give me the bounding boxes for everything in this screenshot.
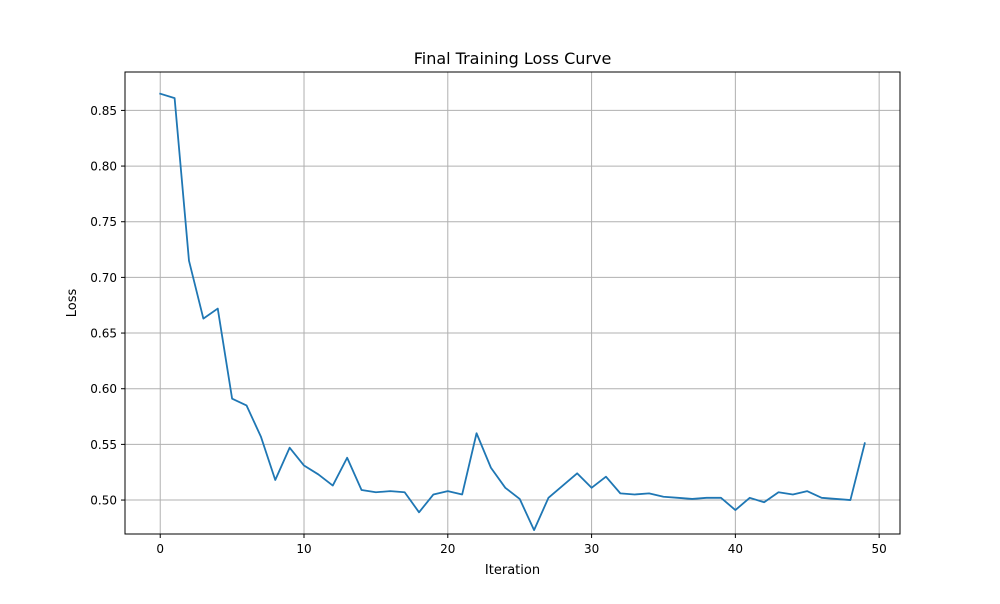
y-tick-label: 0.70: [90, 271, 117, 285]
y-tick-label: 0.80: [90, 160, 117, 174]
y-tick-label: 0.50: [90, 494, 117, 508]
y-tick-label: 0.65: [90, 327, 117, 341]
x-axis: 0 10 20 30 40 50: [156, 534, 887, 556]
plot-frame: [124, 71, 901, 535]
loss-series-line: [159, 92, 866, 531]
x-tick-label: 50: [872, 542, 887, 556]
y-tick-label: 0.85: [90, 104, 117, 118]
y-axis-label: Loss: [65, 289, 80, 318]
x-tick-label: 0: [156, 542, 164, 556]
x-tick-label: 10: [296, 542, 311, 556]
x-tick-label: 20: [440, 542, 455, 556]
y-tick-label: 0.60: [90, 382, 117, 396]
x-axis-label: Iteration: [485, 563, 540, 578]
series-layer: [159, 92, 866, 531]
grid-lines: [125, 72, 900, 534]
y-tick-label: 0.75: [90, 215, 117, 229]
x-tick-label: 30: [584, 542, 599, 556]
y-axis: 0.50 0.55 0.60 0.65 0.70 0.75 0.80 0.85: [90, 104, 125, 508]
y-tick-label: 0.55: [90, 438, 117, 452]
chart-title: Final Training Loss Curve: [414, 49, 612, 68]
x-tick-label: 40: [728, 542, 743, 556]
